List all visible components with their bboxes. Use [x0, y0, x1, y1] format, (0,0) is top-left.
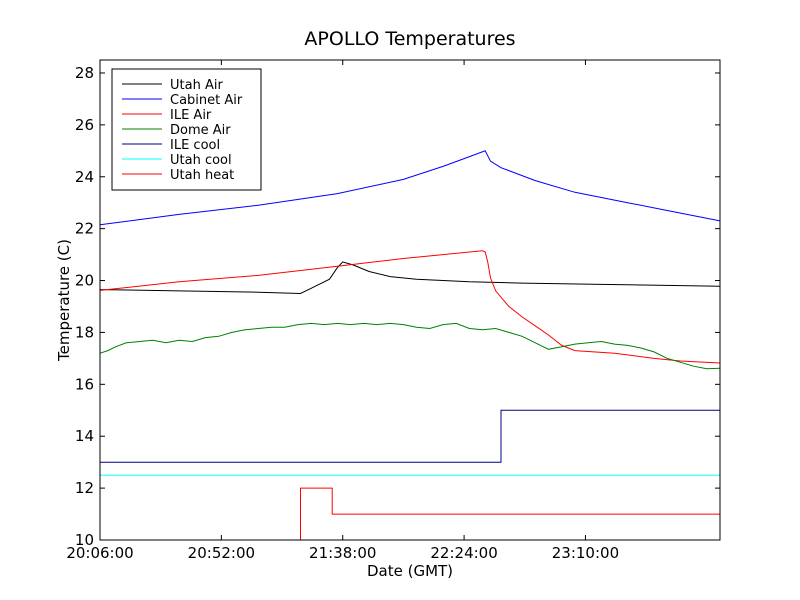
legend-label: Utah heat	[170, 168, 234, 183]
series-line-dome-air	[99, 322, 721, 370]
legend-label: Utah cool	[170, 153, 232, 168]
legend-label: ILE Air	[170, 108, 212, 123]
series-line-cabinet-air	[99, 150, 721, 226]
x-tick-label: 20:06:00	[66, 544, 133, 562]
x-tick-label: 23:10:00	[552, 544, 619, 562]
legend-label: Dome Air	[170, 123, 231, 138]
y-tick-label: 14	[75, 427, 94, 445]
series-line-utah-air	[99, 261, 721, 295]
y-tick-label: 26	[75, 116, 94, 134]
y-tick-label: 20	[75, 272, 94, 290]
y-tick-label: 12	[75, 479, 94, 497]
series-line-utah-heat	[300, 487, 720, 540]
plot-frame	[99, 59, 721, 541]
legend-label: ILE cool	[170, 138, 220, 153]
series-line-ile-air	[99, 250, 721, 364]
series-line-ile-cool	[100, 409, 720, 463]
legend-label: Cabinet Air	[170, 93, 243, 108]
x-tick-label: 20:52:00	[188, 544, 255, 562]
y-tick-label: 18	[75, 323, 94, 341]
x-tick-label: 22:24:00	[430, 544, 497, 562]
y-tick-label: 22	[75, 220, 94, 238]
y-tick-label: 10	[75, 531, 94, 549]
y-tick-label: 24	[75, 168, 94, 186]
x-axis-title: Date (GMT)	[367, 562, 453, 580]
y-axis-title: Temperature (C)	[55, 239, 73, 362]
series-group	[99, 150, 721, 540]
y-tick-label: 28	[75, 64, 94, 82]
y-tick-label: 16	[75, 375, 94, 393]
legend-label: Utah Air	[170, 78, 223, 93]
ticks-group: 20:06:00 20:52:00 21:38:00 22:24:00 23:10:00…	[66, 60, 720, 562]
x-tick-label: 21:38:00	[309, 544, 376, 562]
chart-title: APOLLO Temperatures	[304, 28, 515, 50]
